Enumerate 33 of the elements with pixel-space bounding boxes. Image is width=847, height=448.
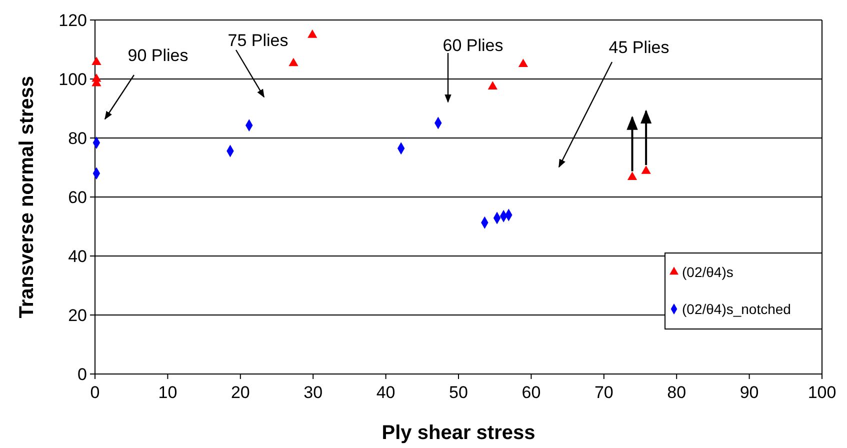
y-tick-label: 20 — [68, 306, 87, 325]
x-tick-label: 20 — [230, 383, 250, 402]
x-tick-label: 30 — [304, 383, 323, 402]
point — [308, 29, 318, 38]
legend-label: (02/θ4)s — [682, 264, 734, 280]
annotation: 60 Plies — [442, 36, 504, 55]
point — [488, 81, 498, 90]
x-tick-label: 60 — [522, 383, 541, 402]
point — [627, 172, 638, 180]
y-tick-label: 100 — [58, 70, 87, 89]
x-tick-label: 10 — [158, 383, 178, 402]
y-tick-label: 0 — [78, 364, 87, 384]
x-tick-label: 100 — [808, 383, 836, 402]
point — [641, 165, 651, 174]
x-tick-label: 40 — [376, 383, 396, 402]
point — [288, 58, 298, 66]
point — [518, 58, 528, 68]
legend-label: (02/θ4)s_notched — [682, 300, 791, 317]
annotation: 45 Plies — [608, 38, 670, 57]
x-tick-label: 70 — [594, 383, 614, 402]
y-tick-label: 80 — [68, 128, 87, 148]
x-tick-label: 90 — [740, 383, 759, 402]
x-axis-title: Ply shear stress — [382, 422, 536, 444]
y-axis-title: Transverse normal stress — [16, 76, 38, 318]
y-tick-label: 40 — [68, 246, 87, 266]
x-tick-label: 0 — [90, 383, 100, 402]
annotation: 90 Plies — [128, 46, 188, 65]
y-tick-label: 120 — [58, 10, 87, 30]
x-tick-label: 80 — [667, 383, 686, 402]
point — [92, 56, 102, 65]
y-tick-label: 60 — [68, 188, 87, 207]
annotation: 75 Plies — [228, 30, 288, 50]
x-tick-label: 50 — [449, 383, 468, 402]
